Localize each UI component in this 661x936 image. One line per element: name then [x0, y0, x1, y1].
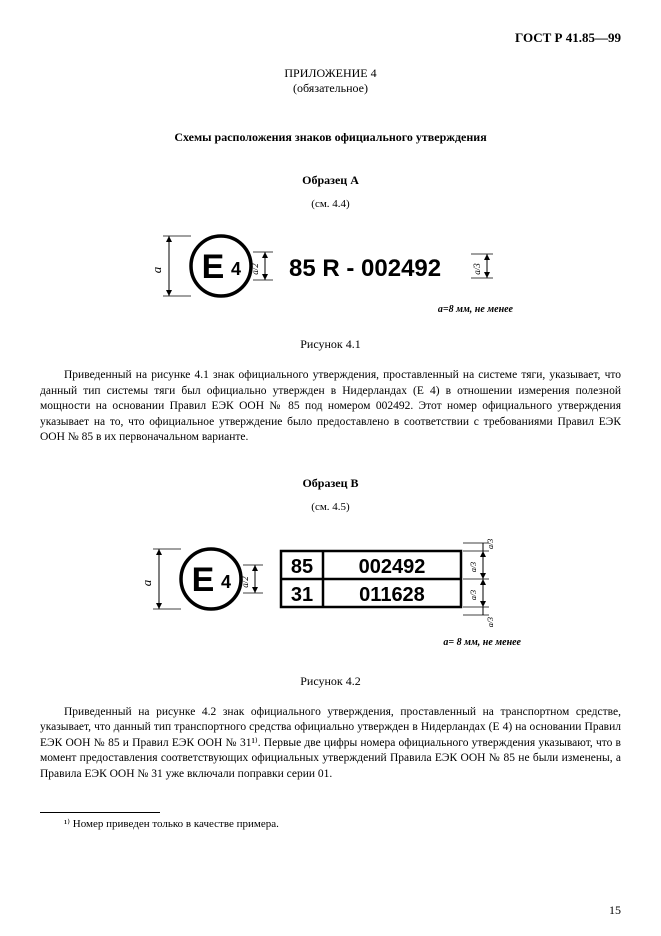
sample-b-title: Образец В	[40, 476, 621, 491]
svg-text:4: 4	[220, 572, 230, 592]
figure-4-2-caption: Рисунок 4.2	[40, 674, 621, 689]
svg-text:a: a	[149, 266, 164, 273]
svg-text:E: E	[201, 248, 224, 286]
svg-text:a/3: a/3	[486, 538, 495, 548]
section-title: Схемы расположения знаков официального у…	[40, 130, 621, 145]
svg-text:a/2: a/2	[250, 263, 260, 275]
svg-text:002492: 002492	[358, 556, 425, 578]
paragraph-b: Приведенный на рисунке 4.2 знак официаль…	[40, 705, 621, 783]
svg-text:4: 4	[230, 259, 240, 279]
figure-4-1: a E 4 a/2 85 R - 002492 a/3 a=8 мм, не м…	[40, 220, 621, 321]
svg-text:a=8 мм, не менее: a=8 мм, не менее	[437, 304, 513, 315]
svg-text:a/3: a/3	[469, 589, 478, 599]
page-number: 15	[609, 903, 621, 918]
svg-text:a/2: a/2	[240, 575, 250, 587]
svg-text:a: a	[139, 579, 154, 586]
svg-text:011628: 011628	[359, 584, 425, 606]
footnote-rule	[40, 812, 160, 813]
svg-text:85 R - 002492: 85 R - 002492	[289, 255, 441, 282]
svg-text:a/3: a/3	[469, 561, 478, 571]
document-id: ГОСТ Р 41.85—99	[40, 30, 621, 46]
svg-text:85: 85	[290, 556, 312, 578]
appendix-title: ПРИЛОЖЕНИЕ 4	[40, 66, 621, 81]
svg-text:a= 8 мм, не менее: a= 8 мм, не менее	[443, 637, 521, 648]
sample-a-title: Образец А	[40, 173, 621, 188]
sample-b-ref: (см. 4.5)	[40, 501, 621, 513]
svg-text:31: 31	[290, 584, 312, 606]
figure-4-2: a E 4 a/2 85 002492 31 011628	[40, 523, 621, 658]
figure-4-1-caption: Рисунок 4.1	[40, 337, 621, 352]
svg-text:E: E	[191, 561, 214, 599]
appendix-note: (обязательное)	[40, 81, 621, 96]
sample-a-ref: (см. 4.4)	[40, 198, 621, 210]
svg-text:a/3: a/3	[472, 263, 482, 275]
footnote-text: ¹⁾ Номер приведен только в качестве прим…	[40, 817, 621, 830]
paragraph-a: Приведенный на рисунке 4.1 знак официаль…	[40, 368, 621, 446]
svg-text:a/3: a/3	[486, 617, 495, 627]
